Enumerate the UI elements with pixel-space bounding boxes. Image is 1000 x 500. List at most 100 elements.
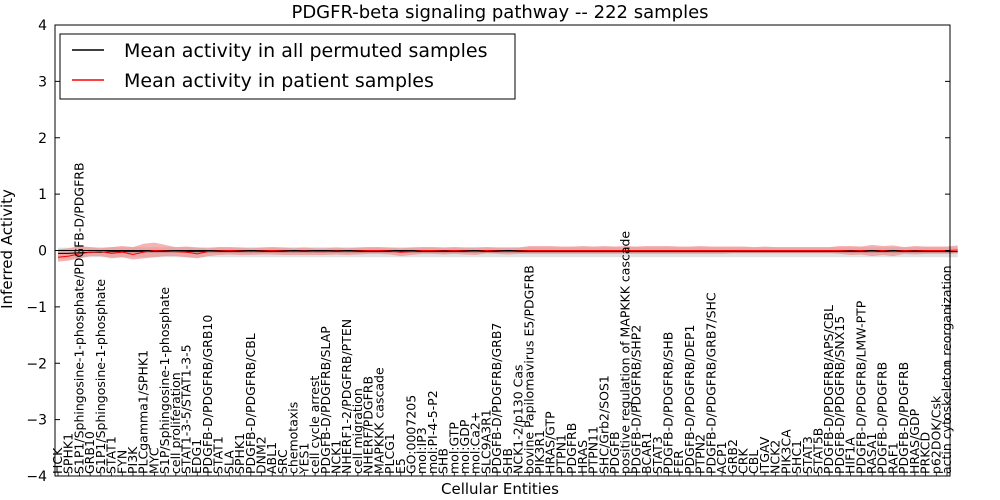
category-label: STAT3 bbox=[650, 436, 665, 474]
y-tick-label: −3 bbox=[26, 413, 47, 429]
category-label: HRAS/GDP bbox=[907, 408, 922, 474]
category-label: HRAS bbox=[575, 440, 590, 474]
category-label: HRAS/GTP bbox=[543, 411, 558, 474]
category-label: GO:0007205 bbox=[403, 395, 418, 474]
category-label: PI3K bbox=[125, 446, 140, 474]
category-label: STAT3 bbox=[800, 436, 815, 474]
category-label: YES1 bbox=[296, 443, 311, 475]
y-tick-label: 3 bbox=[38, 74, 47, 90]
category-label: chemotaxis bbox=[286, 402, 301, 474]
category-label: mol:Ca2+ bbox=[468, 412, 483, 474]
category-label: PLCG1 bbox=[382, 433, 397, 474]
category-label: SLA bbox=[221, 450, 236, 474]
category-label: PDGFB-D/PDGFRB/GRB7 bbox=[489, 323, 504, 474]
category-label: PRKCD bbox=[918, 432, 933, 474]
category-label: FYN bbox=[114, 450, 129, 474]
category-label: PDGFB bbox=[607, 431, 622, 474]
category-label: cell migration bbox=[350, 388, 365, 474]
patient-spread-band bbox=[58, 242, 958, 262]
category-label: PIK3R1 bbox=[532, 430, 547, 474]
legend-label-permuted: Mean activity in all permuted samples bbox=[124, 40, 487, 62]
category-label: actin cytoskeleton reorganization bbox=[939, 265, 954, 474]
category-label: SPHK1 bbox=[61, 433, 76, 474]
category-label: S1P/Sphingosine-1-phosphate bbox=[157, 287, 172, 474]
category-label: mol:PI-4-5-P2 bbox=[425, 390, 440, 474]
plot-area bbox=[55, 242, 958, 262]
category-label: PTPN2 bbox=[693, 434, 708, 474]
category-label: PDGFB-D/PDGFRB/DEP1 bbox=[682, 325, 697, 475]
category-label: NCK1 bbox=[328, 440, 343, 474]
category-label: STAT1-3-5/STAT1-3-5 bbox=[179, 344, 194, 474]
category-label: GRB2 bbox=[725, 439, 740, 474]
category-label: NHERF1-2/PDGFRB/PTEN bbox=[339, 319, 354, 474]
category-label: PLCgamma1/SPHK1 bbox=[136, 350, 151, 474]
category-label: SHC1 bbox=[789, 440, 804, 474]
category-label: STAT1 bbox=[104, 436, 119, 474]
category-label: ITGAV bbox=[757, 436, 772, 474]
category-labels: HCKSPHK1S1P1/Sphingosine-1-phosphate/PDG… bbox=[50, 162, 954, 475]
legend-label-patient: Mean activity in patient samples bbox=[124, 70, 434, 92]
category-label: SHB bbox=[500, 448, 515, 474]
category-label: PDGFB-D/PDGFRB/GRB10 bbox=[200, 315, 215, 474]
category-label: PDGFB-D/PDGFRB/LMW-PTP bbox=[853, 300, 868, 474]
category-label: HIF1A bbox=[843, 437, 858, 474]
category-label: PDGFB-D/PDGFRB/CBL bbox=[243, 333, 258, 474]
category-label: SHB bbox=[436, 448, 451, 474]
category-label: PIK3CA bbox=[778, 429, 793, 474]
category-label: CBL bbox=[746, 450, 761, 474]
category-label: PTPN1 bbox=[553, 434, 568, 474]
category-label: SRC bbox=[275, 449, 290, 474]
category-label: cell proliferation bbox=[168, 372, 183, 474]
chart-title: PDGFR-beta signaling pathway -- 222 samp… bbox=[291, 2, 708, 23]
category-label: NCK2 bbox=[768, 440, 783, 474]
category-label: PTPN11 bbox=[586, 426, 601, 474]
category-label: PDGFB-D/PDGFRB/SLAP bbox=[318, 326, 333, 474]
category-label: STAT5B bbox=[810, 428, 825, 474]
y-tick-label: −2 bbox=[26, 356, 47, 372]
category-label: S1P1/Sphingosine-1-phosphate bbox=[93, 279, 108, 474]
category-label: DNM2 bbox=[254, 436, 269, 474]
legend: Mean activity in all permuted samples Me… bbox=[59, 33, 516, 100]
category-label: positive regulation of MAPKKK cascade bbox=[618, 231, 633, 474]
category-label: p62DOK/Csk bbox=[928, 395, 943, 474]
y-tick-label: −4 bbox=[26, 469, 47, 485]
category-label: RAF1 bbox=[885, 442, 900, 474]
category-label: mol:IP3 bbox=[414, 427, 429, 474]
category-label: GRB10 bbox=[82, 431, 97, 474]
category-label: HCK bbox=[50, 447, 65, 474]
category-label: STAT1 bbox=[211, 436, 226, 474]
category-label: EDG1 bbox=[189, 439, 204, 474]
category-label: MYC bbox=[146, 447, 161, 474]
category-label: CRK bbox=[735, 448, 750, 474]
category-label: mol:GDP bbox=[457, 419, 472, 474]
category-label: NCK1-2/p130 Cas bbox=[511, 364, 526, 474]
category-label: PDGFB-D/PDGFRB/APS/CBL bbox=[821, 305, 836, 474]
x-axis-label: Cellular Entities bbox=[441, 480, 559, 498]
category-label: PDGFB-D/PDGFRB bbox=[896, 362, 911, 474]
y-tick-label: −1 bbox=[26, 300, 47, 316]
category-label: PDGFRB bbox=[564, 423, 579, 474]
category-label: bovine Papilomavirus E5/PDGFRB bbox=[521, 265, 536, 474]
category-label: PDGFB-D/PDGFRB/GRB7/SHC bbox=[703, 292, 718, 474]
category-label: RASA1 bbox=[864, 433, 879, 474]
y-tick-label: 2 bbox=[38, 131, 47, 147]
category-label: ACP1 bbox=[714, 441, 729, 474]
legend-frame bbox=[59, 33, 516, 100]
category-label: FER bbox=[671, 450, 686, 474]
category-label: PDGFB-D/PDGFRB/SHB bbox=[661, 332, 676, 474]
category-label: E5 bbox=[393, 458, 408, 474]
category-label: PDGFB-D/PDGFRB/SHP2 bbox=[628, 325, 643, 474]
category-label: SHC/Grb2/SOS1 bbox=[596, 375, 611, 474]
category-label: BCAR1 bbox=[639, 432, 654, 474]
y-tick-label: 0 bbox=[38, 244, 47, 260]
category-label: SPHK1 bbox=[232, 433, 247, 474]
category-label: NHERF/PDGFRB bbox=[361, 376, 376, 474]
category-label: ABL1 bbox=[264, 442, 279, 474]
y-axis-label: Inferred Activity bbox=[0, 189, 16, 309]
category-label: SLC9A3R1 bbox=[478, 409, 493, 474]
category-label: S1P1/Sphingosine-1-phosphate/PDGFB-D/PDG… bbox=[71, 162, 86, 474]
y-tick-label: 4 bbox=[38, 18, 47, 34]
patient-mean-line bbox=[57, 249, 958, 258]
category-label: cell cycle arrest bbox=[307, 376, 322, 474]
